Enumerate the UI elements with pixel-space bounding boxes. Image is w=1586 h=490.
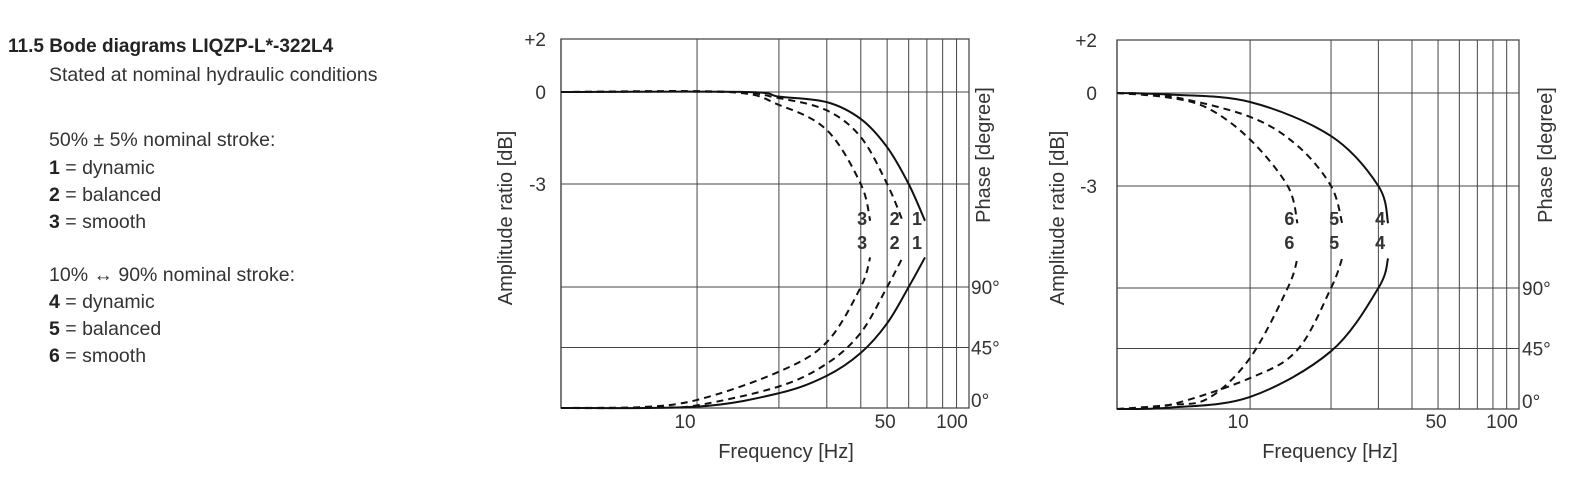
curve-label-6: 6 <box>1284 233 1294 253</box>
curve-label-1: 1 <box>912 209 922 229</box>
x-axis-title: Frequency [Hz] <box>718 441 854 463</box>
phase-curve-2 <box>560 256 904 409</box>
curve-label-4: 4 <box>1375 209 1385 229</box>
y-tick-label: +2 <box>1075 31 1097 52</box>
x-axis-title: Frequency [Hz] <box>1262 441 1398 463</box>
curve-label-5: 5 <box>1329 233 1339 253</box>
phase-tick-label: 45° <box>1522 340 1551 361</box>
curve-label-2: 2 <box>890 233 900 253</box>
phase-tick-label: 45° <box>971 339 1000 360</box>
legend-item-2: 2 = balanced <box>49 184 162 206</box>
phase-tick-label: 0° <box>1522 392 1540 413</box>
phase-axis-title: Phase [degree] <box>1535 87 1557 223</box>
phase-curve-4 <box>1116 258 1390 411</box>
group2-heading: 10% ↔ 90% nominal stroke: <box>49 264 296 286</box>
curve-label-4: 4 <box>1375 233 1385 253</box>
phase-curve-6 <box>1116 258 1299 410</box>
bode-chart-1: +2 0 -3 90° 45° 0° 10 50 100 Frequency [Hz] Amplit… <box>495 30 1000 463</box>
curve-label-2: 2 <box>890 209 900 229</box>
phase-axis-title: Phase [degree] <box>973 87 995 223</box>
bode-chart-2: +2 0 -3 90° 45° 0° 10 50 100 Frequency [Hz] Amplit… <box>1047 31 1557 463</box>
x-tick-label: 100 <box>936 412 968 433</box>
legend-block: 11.5 Bode diagrams LIQZP-L*-322L4 <box>8 36 333 58</box>
curve-label-3: 3 <box>857 233 867 253</box>
phase-tick-label: 90° <box>1522 279 1551 300</box>
legend-item-1: 1 = dynamic <box>49 157 155 179</box>
y-tick-label: 0 <box>535 83 546 104</box>
amplitude-curve-1 <box>560 90 926 222</box>
amplitude-curve-5 <box>1116 92 1344 224</box>
phase-tick-label: 0° <box>971 391 989 412</box>
y-tick-label: -3 <box>1080 177 1097 198</box>
legend-item-3: 3 = smooth <box>49 211 147 233</box>
x-tick-label: 50 <box>875 412 896 433</box>
section-title: 11.5 Bode diagrams LIQZP-L*-322L4 <box>8 36 334 57</box>
amplitude-curve-2 <box>560 90 904 222</box>
legend-item-6: 6 = smooth <box>49 345 147 367</box>
y-tick-label: +2 <box>524 30 546 51</box>
plot-frame <box>560 38 970 409</box>
amplitude-curve-6 <box>1116 92 1299 224</box>
legend-item-4: 4 = dynamic <box>49 291 155 313</box>
curve-label-1: 1 <box>912 233 922 253</box>
x-tick-label: 10 <box>1228 412 1249 433</box>
y-tick-label: -3 <box>529 175 546 196</box>
curve-label-6: 6 <box>1284 209 1294 229</box>
phase-curve-3 <box>560 257 872 410</box>
group1-heading: 50% ± 5% nominal stroke: <box>49 129 276 151</box>
phase-tick-label: 90° <box>971 278 1000 299</box>
subtitle: Stated at nominal hydraulic conditions <box>49 64 378 86</box>
legend-item-5: 5 = balanced <box>49 318 162 340</box>
x-tick-label: 100 <box>1486 412 1518 433</box>
y-tick-label: 0 <box>1086 84 1097 105</box>
y-axis-title: Amplitude ratio [dB] <box>1047 131 1069 306</box>
phase-curve-5 <box>1116 258 1344 410</box>
curve-label-5: 5 <box>1329 209 1339 229</box>
y-axis-title: Amplitude ratio [dB] <box>495 131 517 306</box>
amplitude-curve-3 <box>560 90 872 222</box>
x-tick-label: 50 <box>1425 412 1446 433</box>
amplitude-curve-4 <box>1116 92 1390 224</box>
curve-label-3: 3 <box>857 209 867 229</box>
x-tick-label: 10 <box>674 412 695 433</box>
